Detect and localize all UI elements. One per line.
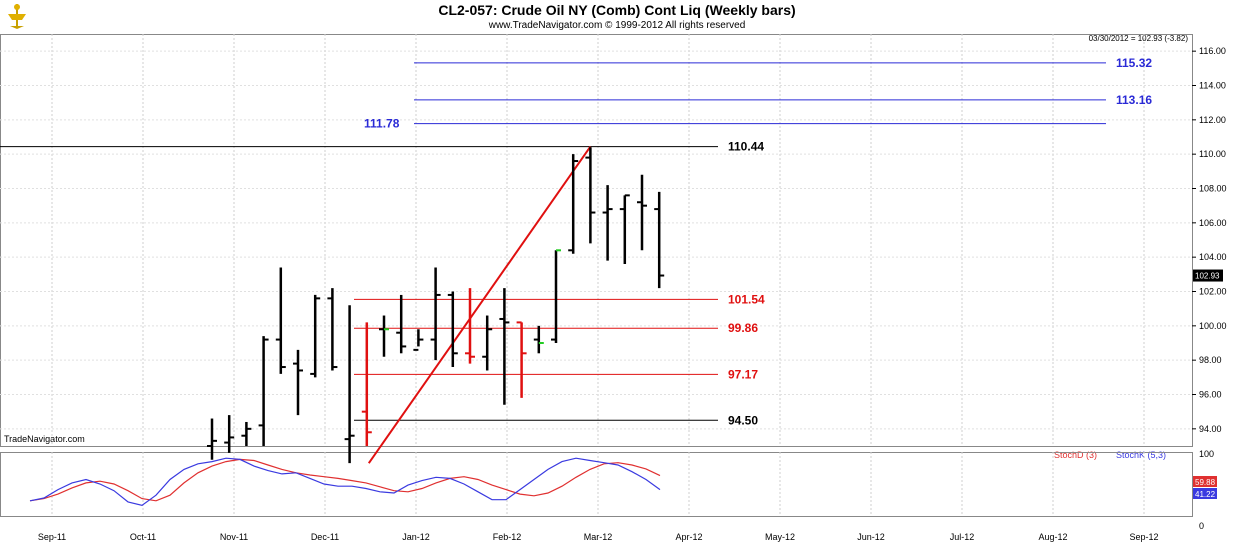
osc-y-tick-label: 100 (1199, 449, 1214, 459)
level-label: 113.16 (1116, 93, 1152, 107)
y-tick-label: 104.00 (1199, 252, 1227, 262)
ohlc-bar (275, 267, 286, 374)
ohlc-bar (361, 322, 372, 446)
stochd-line (29, 458, 661, 502)
y-tick-label: 106.00 (1199, 218, 1227, 228)
legend-stochd: StochD (3) (1054, 450, 1098, 460)
ohlc-bar (637, 174, 647, 251)
y-tick-label: 116.00 (1199, 46, 1226, 56)
y-tick-label: 98.00 (1199, 355, 1222, 365)
osc-value-tag (1193, 476, 1217, 487)
ohlc-bar (551, 249, 561, 343)
chart-subtitle: www.TradeNavigator.com © 1999-2012 All r… (488, 20, 746, 31)
watermark: TradeNavigator.com (4, 434, 85, 444)
price-panel-frame (0, 34, 1193, 447)
y-tick-label: 108.00 (1199, 184, 1227, 194)
level-label: 115.32 (1116, 56, 1152, 70)
level-label: 94.50 (728, 413, 758, 427)
oscillator-panel-frame (0, 452, 1193, 517)
x-tick-label: Mar-12 (584, 532, 613, 542)
y-tick-label: 96.00 (1199, 390, 1222, 400)
chart-title: CL2-057: Crude Oil NY (Comb) Cont Liq (W… (438, 2, 796, 18)
ohlc-bar (602, 185, 613, 261)
ohlc-bar (241, 421, 252, 446)
ohlc-bar (310, 294, 321, 378)
x-tick-label: Jan-12 (402, 532, 430, 542)
ohlc-bar (327, 288, 338, 371)
x-tick-label: May-12 (765, 532, 795, 542)
ohlc-bar (654, 191, 665, 289)
ohlc-bar (207, 418, 217, 460)
x-tick-label: Feb-12 (493, 532, 522, 542)
level-label: 101.54 (728, 292, 765, 306)
ohlc-bar (465, 288, 475, 364)
osc-value-text: 59.88 (1195, 478, 1216, 487)
ohlc-bar (499, 288, 510, 405)
trendline (367, 146, 592, 464)
ohlc-bar (516, 321, 527, 398)
x-tick-label: Oct-11 (130, 532, 156, 542)
x-tick-label: Jul-12 (950, 532, 975, 542)
x-tick-label: Sep-11 (38, 532, 66, 542)
ohlc-bar (293, 349, 303, 416)
ohlc-bar (396, 294, 407, 354)
ohlc-bar (619, 194, 630, 265)
ohlc-bar (224, 415, 235, 453)
x-tick-label: Aug-12 (1038, 532, 1067, 542)
ohlc-bar (413, 329, 424, 351)
ohlc-bar (379, 315, 389, 357)
ohlc-bar (447, 291, 458, 368)
y-tick-label: 94.00 (1199, 424, 1222, 434)
last-price-text: 102.93 (1195, 272, 1220, 281)
y-tick-label: 100.00 (1199, 321, 1227, 331)
logo-icon (8, 4, 26, 29)
x-tick-label: Sep-12 (1129, 532, 1158, 542)
last-quote: 03/30/2012 = 102.93 (-3.82) (1088, 34, 1188, 43)
y-tick-label: 114.00 (1199, 81, 1226, 91)
level-label: 99.86 (728, 321, 758, 335)
ohlc-bar (533, 325, 544, 354)
legend-stochk: StochK (5,3) (1116, 450, 1167, 460)
x-tick-label: Jun-12 (857, 532, 885, 542)
ohlc-bar (568, 154, 579, 254)
level-label: 111.78 (364, 117, 400, 131)
osc-y-tick-label: 0 (1199, 521, 1204, 531)
level-label: 97.17 (728, 367, 758, 381)
x-tick-label: Nov-11 (220, 532, 248, 542)
ohlc-bar (430, 267, 441, 361)
ohlc-bar (585, 147, 596, 244)
y-tick-label: 102.00 (1199, 287, 1227, 297)
ohlc-bar (258, 336, 269, 446)
x-tick-label: Dec-11 (311, 532, 339, 542)
level-label: 110.44 (728, 140, 764, 154)
ohlc-bar (344, 305, 355, 464)
osc-value-tag (1193, 488, 1217, 499)
x-tick-label: Apr-12 (675, 532, 702, 542)
stochk-line (29, 457, 661, 506)
y-tick-label: 112.00 (1199, 115, 1226, 125)
ohlc-bar (482, 315, 493, 371)
last-price-tag (1193, 269, 1223, 282)
y-tick-label: 110.00 (1199, 149, 1226, 159)
osc-value-text: 41.22 (1195, 490, 1216, 499)
